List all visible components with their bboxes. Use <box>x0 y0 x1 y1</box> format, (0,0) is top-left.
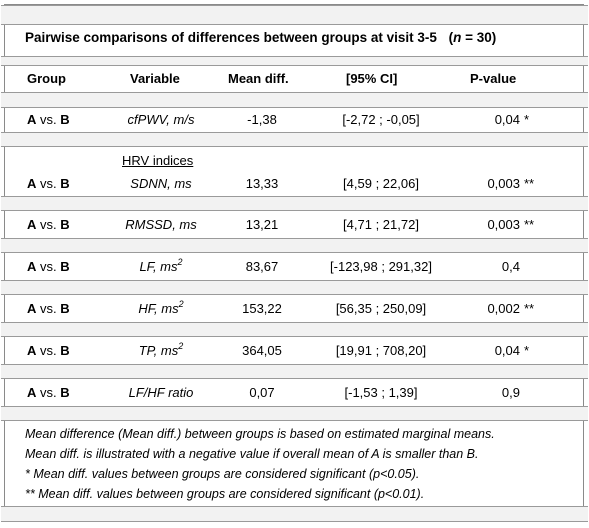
footnote-3: * Mean diff. values between groups are c… <box>25 467 420 481</box>
variable-cell: TP, ms2 <box>96 340 226 359</box>
hrv-indices-heading: HRV indices <box>122 153 194 168</box>
variable-name: SDNN, ms <box>130 176 192 191</box>
band-after-row7 <box>1 406 588 421</box>
band-after-header <box>1 92 588 108</box>
band-after-title <box>1 56 588 66</box>
table-title: Pairwise comparisons of differences betw… <box>25 30 496 46</box>
group-a: A <box>27 217 37 232</box>
p-value-cell: 0,04 <box>494 112 520 127</box>
significance-marker: ** <box>524 301 535 316</box>
title-n-label: n <box>453 30 462 45</box>
band-after-row6 <box>1 364 588 379</box>
ci-cell: [56,35 ; 250,09] <box>335 301 427 316</box>
band-after-row3 <box>1 238 588 253</box>
variable-superscript: 2 <box>178 298 184 309</box>
group-vs: vs. <box>36 301 61 316</box>
group-cell: A vs. B <box>27 176 70 192</box>
group-a: A <box>27 176 37 191</box>
p-value-cell: 0,003 <box>487 176 520 191</box>
header-variable: Variable <box>130 71 180 86</box>
group-vs: vs. <box>36 112 61 127</box>
ci-cell: [4,71 ; 21,72] <box>343 217 419 232</box>
header-group: Group <box>27 71 66 86</box>
group-a: A <box>27 112 37 127</box>
group-a: A <box>27 301 37 316</box>
variable-superscript: 2 <box>178 340 184 351</box>
significance-marker: ** <box>524 176 535 191</box>
variable-cell: cfPWV, m/s <box>96 112 226 128</box>
ci-cell: [-1,53 ; 1,39] <box>344 385 418 400</box>
group-cell: A vs. B <box>27 301 70 317</box>
group-vs: vs. <box>36 343 61 358</box>
significance-marker: * <box>524 343 530 358</box>
header-ci: [95% CI] <box>346 71 398 86</box>
variable-cell: LF, ms2 <box>96 256 226 275</box>
header-p-value: P-value <box>470 71 517 86</box>
group-b: B <box>60 112 70 127</box>
footnote-1: Mean difference (Mean diff.) between gro… <box>25 427 495 441</box>
title-n-open: ( <box>448 30 454 45</box>
group-cell: A vs. B <box>27 112 70 128</box>
group-cell: A vs. B <box>27 385 70 401</box>
group-cell: A vs. B <box>27 217 70 233</box>
group-vs: vs. <box>36 259 61 274</box>
band-top <box>1 5 588 25</box>
significance-marker: * <box>524 112 530 127</box>
group-b: B <box>60 385 70 400</box>
group-vs: vs. <box>36 385 61 400</box>
variable-name: HF, ms <box>138 301 179 316</box>
group-cell: A vs. B <box>27 259 70 275</box>
band-bottom <box>1 506 588 522</box>
mean-diff-cell: 153,22 <box>242 301 282 316</box>
variable-name: LF/HF ratio <box>128 385 194 400</box>
p-value-cell: 0,04 <box>494 343 520 358</box>
band-after-row5 <box>1 322 588 337</box>
footnote-2: Mean diff. is illustrated with a negativ… <box>25 447 479 461</box>
p-value-cell: 0,003 <box>487 217 520 232</box>
mean-diff-cell: 0,07 <box>249 385 275 400</box>
variable-superscript: 2 <box>177 256 183 267</box>
group-b: B <box>60 176 70 191</box>
variable-name: LF, ms <box>139 259 178 274</box>
group-a: A <box>27 385 37 400</box>
variable-cell: RMSSD, ms <box>96 217 226 233</box>
group-cell: A vs. B <box>27 343 70 359</box>
variable-cell: SDNN, ms <box>96 176 226 192</box>
mean-diff-cell: 364,05 <box>242 343 282 358</box>
group-b: B <box>60 301 70 316</box>
significance-marker: ** <box>524 217 535 232</box>
group-b: B <box>60 259 70 274</box>
variable-name: RMSSD, ms <box>125 217 197 232</box>
group-a: A <box>27 259 37 274</box>
variable-name: cfPWV, m/s <box>127 112 195 127</box>
group-b: B <box>60 343 70 358</box>
ci-cell: [19,91 ; 708,20] <box>335 343 427 358</box>
mean-diff-cell: -1,38 <box>247 112 277 127</box>
mean-diff-cell: 13,33 <box>245 176 279 191</box>
variable-cell: HF, ms2 <box>96 298 226 317</box>
p-value-cell: 0,9 <box>501 385 520 400</box>
ci-cell: [-2,72 ; -0,05] <box>342 112 420 127</box>
mean-diff-cell: 83,67 <box>245 259 279 274</box>
group-a: A <box>27 343 37 358</box>
ci-cell: [-123,98 ; 291,32] <box>330 259 432 274</box>
p-value-cell: 0,002 <box>487 301 520 316</box>
band-after-row4 <box>1 280 588 295</box>
p-value-cell: 0,4 <box>501 259 520 274</box>
title-text: Pairwise comparisons of differences betw… <box>25 30 437 45</box>
header-mean-diff: Mean diff. <box>228 71 289 86</box>
band-after-row2 <box>1 196 588 211</box>
mean-diff-cell: 13,21 <box>245 217 279 232</box>
title-n-value: = 30) <box>461 30 497 45</box>
group-vs: vs. <box>36 217 61 232</box>
group-b: B <box>60 217 70 232</box>
ci-cell: [4,59 ; 22,06] <box>343 176 419 191</box>
group-vs: vs. <box>36 176 61 191</box>
band-after-row1 <box>1 132 588 147</box>
variable-cell: LF/HF ratio <box>96 385 226 401</box>
variable-name: TP, ms <box>138 343 179 358</box>
footnote-4: ** Mean diff. values between groups are … <box>25 487 425 501</box>
